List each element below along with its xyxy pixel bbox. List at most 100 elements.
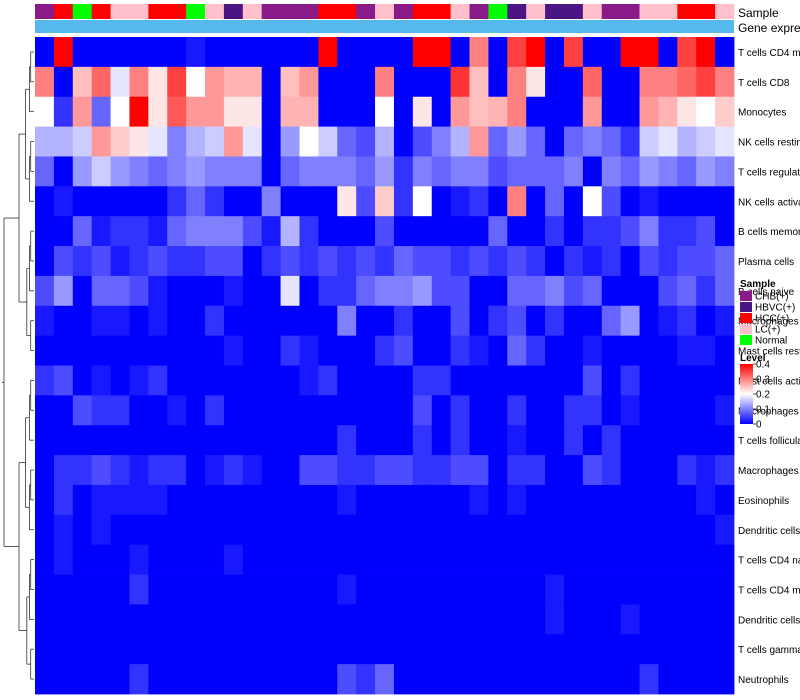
heatmap-cell: [186, 365, 206, 396]
heatmap-cell: [658, 634, 678, 665]
heatmap-cell: [469, 37, 489, 68]
heatmap-cell: [186, 395, 206, 426]
heatmap-cell: [337, 365, 357, 396]
heatmap-cell: [318, 37, 338, 68]
heatmap-cell: [488, 455, 508, 486]
heatmap-cell: [658, 574, 678, 605]
heatmap-cell: [318, 544, 338, 575]
heatmap-cell: [186, 574, 206, 605]
heatmap-cell: [658, 126, 678, 157]
level-tick-label: 0: [756, 420, 762, 431]
heatmap-cell: [337, 126, 357, 157]
heatmap-cell: [35, 37, 55, 68]
heatmap-cell: [148, 365, 168, 396]
heatmap-cell: [601, 186, 622, 217]
heatmap-cell: [620, 66, 640, 98]
heatmap-cell: [431, 514, 452, 546]
heatmap-cell: [129, 335, 149, 366]
heatmap-cell: [186, 216, 206, 247]
heatmap-cell: [601, 634, 622, 665]
heatmap-cell: [318, 186, 338, 217]
heatmap-cell: [110, 544, 130, 575]
heatmap-cell: [393, 664, 414, 695]
heatmap-cell: [450, 455, 470, 486]
heatmap-cell: [91, 604, 111, 635]
heatmap-cell: [469, 335, 489, 366]
heatmap-cell: [261, 425, 281, 456]
heatmap-cell: [696, 664, 716, 695]
heatmap-cell: [696, 544, 716, 575]
heatmap-cell: [356, 365, 376, 396]
heatmap-cell: [639, 335, 659, 366]
heatmap-cell: [677, 574, 697, 605]
heatmap-cell: [450, 514, 470, 546]
heatmap-cell: [507, 484, 527, 516]
heatmap-cell: [507, 425, 527, 456]
heatmap-cell: [507, 335, 527, 366]
heatmap-cell: [677, 246, 697, 277]
heatmap-cell: [620, 544, 640, 575]
heatmap-cell: [356, 664, 376, 695]
heatmap-cell: [677, 544, 697, 575]
heatmap-cell: [601, 126, 622, 157]
heatmap-cell: [261, 395, 281, 426]
heatmap-cell: [658, 156, 678, 187]
heatmap-cell: [469, 246, 489, 277]
row-label: Neutrophils: [738, 675, 789, 686]
heatmap-cell: [601, 365, 622, 396]
heatmap-cell: [318, 395, 338, 426]
heatmap-cell: [186, 275, 206, 307]
sample-annotation-cell: [488, 4, 508, 19]
row-label: Macrophages M2: [738, 406, 800, 417]
heatmap-cell: [545, 335, 565, 366]
heatmap-cell: [53, 664, 74, 695]
heatmap-cell: [715, 246, 735, 277]
heatmap-cell: [186, 455, 206, 486]
heatmap-cell: [582, 544, 603, 575]
heatmap-cell: [110, 425, 130, 456]
heatmap-cells: [35, 37, 735, 695]
heatmap-cell: [469, 365, 489, 396]
heatmap-cell: [129, 66, 149, 98]
heatmap-cell: [35, 604, 55, 635]
heatmap-cell: [261, 365, 281, 396]
heatmap-cell: [507, 66, 527, 98]
heatmap-cell: [375, 544, 395, 575]
heatmap-cell: [53, 305, 74, 337]
heatmap-cell: [299, 514, 319, 546]
heatmap-cell: [186, 37, 206, 68]
heatmap-cell: [72, 634, 93, 665]
heatmap-cell: [469, 395, 489, 426]
heatmap-cell: [563, 484, 584, 516]
heatmap-cell: [412, 365, 433, 396]
heatmap-cell: [205, 395, 225, 426]
heatmap-cell: [129, 275, 149, 307]
heatmap-cell: [280, 365, 300, 396]
heatmap-cell: [223, 246, 244, 277]
heatmap-cell: [53, 186, 74, 217]
row-label: T cells gamma delta: [738, 645, 800, 656]
heatmap-cell: [563, 664, 584, 695]
heatmap-cell: [53, 604, 74, 635]
heatmap-cell: [337, 216, 357, 247]
sample-annotation-cell: [412, 4, 433, 19]
heatmap-cell: [639, 246, 659, 277]
heatmap-cell: [431, 246, 452, 277]
heatmap-cell: [677, 305, 697, 337]
heatmap-cell: [72, 365, 93, 396]
heatmap-cell: [167, 514, 187, 546]
heatmap-cell: [715, 66, 735, 98]
heatmap-cell: [639, 604, 659, 635]
heatmap-cell: [186, 604, 206, 635]
heatmap-cell: [53, 275, 74, 307]
heatmap-cell: [261, 514, 281, 546]
heatmap-cell: [488, 365, 508, 396]
heatmap-cell: [91, 126, 111, 157]
heatmap-cell: [526, 335, 546, 366]
heatmap-cell: [356, 275, 376, 307]
heatmap-cell: [280, 574, 300, 605]
heatmap-cell: [620, 634, 640, 665]
heatmap-cell: [658, 96, 678, 127]
heatmap-cell: [620, 275, 640, 307]
heatmap-cell: [167, 664, 187, 695]
